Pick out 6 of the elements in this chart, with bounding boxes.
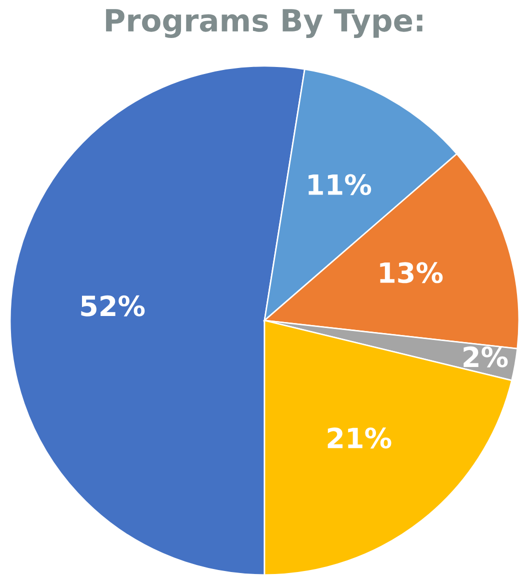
data-label: 52% — [81, 295, 145, 316]
data-label: 2% — [464, 346, 508, 368]
data-label: 21% — [328, 428, 392, 449]
data-label: 11% — [308, 174, 372, 196]
chart-title: Programs By Type: — [106, 9, 422, 38]
data-label: 13% — [380, 262, 443, 284]
